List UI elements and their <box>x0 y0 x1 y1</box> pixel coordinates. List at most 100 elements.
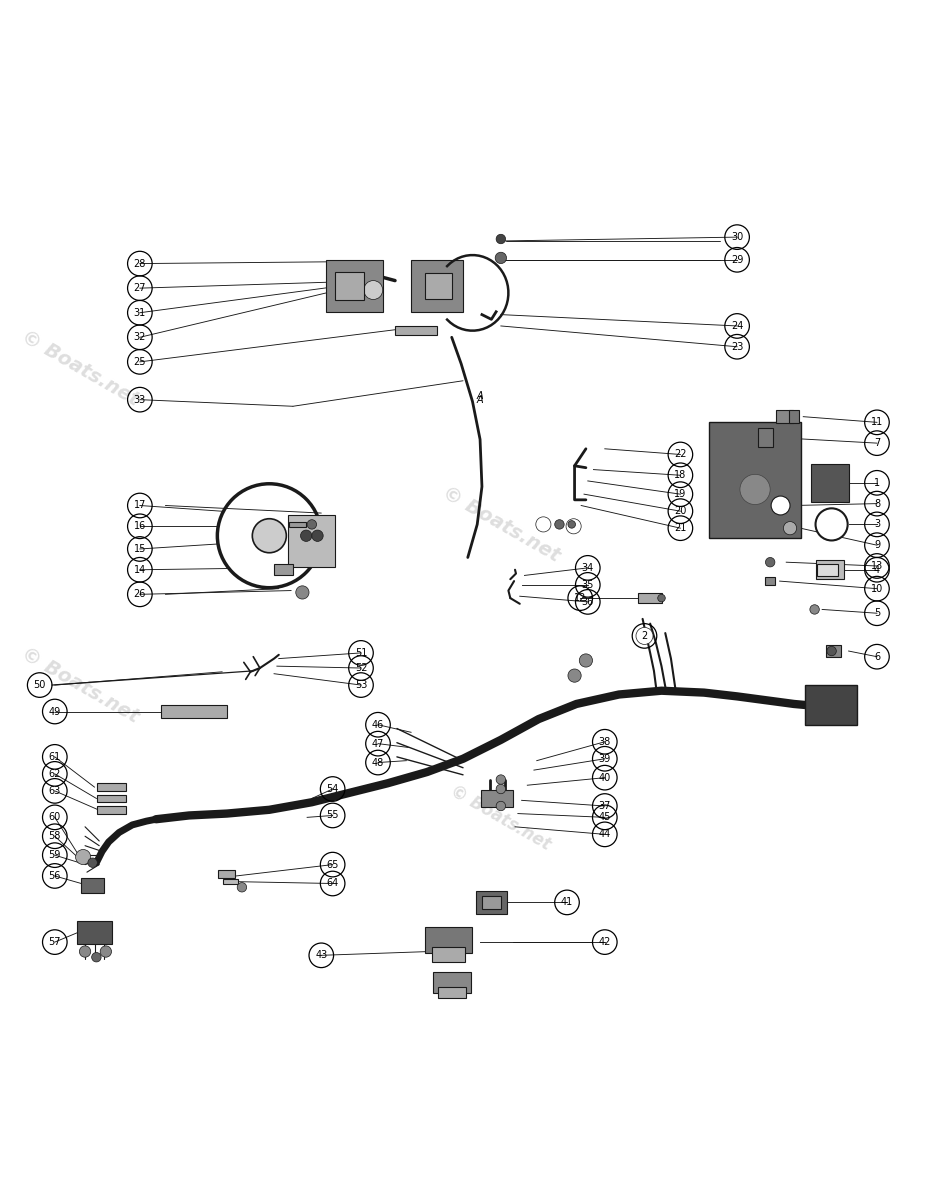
Text: 15: 15 <box>133 544 146 554</box>
Bar <box>757 428 772 446</box>
Text: 13: 13 <box>870 560 882 571</box>
Circle shape <box>783 522 796 535</box>
Text: 25: 25 <box>133 356 146 367</box>
Bar <box>804 685 856 725</box>
Text: 33: 33 <box>134 395 145 404</box>
Circle shape <box>300 530 312 541</box>
Text: 20: 20 <box>673 506 686 516</box>
Text: 4: 4 <box>873 565 879 575</box>
Text: 46: 46 <box>372 720 383 730</box>
Bar <box>160 706 227 718</box>
Text: 43: 43 <box>315 950 327 960</box>
Bar <box>825 646 840 656</box>
Text: 51: 51 <box>354 648 367 658</box>
Circle shape <box>237 882 246 892</box>
Circle shape <box>565 518 581 534</box>
Text: A: A <box>476 391 483 401</box>
Text: 3: 3 <box>873 520 879 529</box>
Text: 59: 59 <box>48 850 61 860</box>
Circle shape <box>826 647 835 655</box>
Text: 32: 32 <box>133 332 146 342</box>
Text: 39: 39 <box>598 754 610 763</box>
Text: 61: 61 <box>49 752 60 762</box>
Text: 38: 38 <box>598 737 610 746</box>
Text: 8: 8 <box>873 499 879 509</box>
Bar <box>476 892 506 913</box>
Bar <box>638 593 661 602</box>
Circle shape <box>496 785 505 793</box>
Circle shape <box>809 605 818 614</box>
Circle shape <box>579 654 592 667</box>
Text: 21: 21 <box>673 523 686 533</box>
Text: 17: 17 <box>133 500 146 510</box>
Bar <box>274 564 293 576</box>
Text: 1: 1 <box>873 478 879 488</box>
Text: 50: 50 <box>33 680 46 690</box>
Text: 9: 9 <box>873 540 879 550</box>
Text: 48: 48 <box>372 757 383 768</box>
Text: 34: 34 <box>582 563 593 572</box>
Bar <box>335 272 363 300</box>
Text: 18: 18 <box>674 470 685 480</box>
Circle shape <box>307 520 316 529</box>
Text: 28: 28 <box>133 258 146 269</box>
Bar <box>218 870 235 878</box>
Bar <box>431 947 464 962</box>
Bar <box>410 260 462 312</box>
Bar <box>395 326 436 335</box>
Circle shape <box>100 946 111 958</box>
Bar <box>765 577 774 586</box>
Text: 2: 2 <box>641 631 647 641</box>
Text: 44: 44 <box>598 829 610 839</box>
Text: 63: 63 <box>49 786 60 796</box>
Text: © Boats.net: © Boats.net <box>438 484 563 565</box>
Text: 11: 11 <box>870 418 882 427</box>
Text: 36: 36 <box>582 596 593 607</box>
Text: 31: 31 <box>134 307 145 318</box>
Circle shape <box>79 946 91 958</box>
Bar <box>326 260 382 312</box>
Text: 12: 12 <box>573 593 586 604</box>
Text: 62: 62 <box>48 769 61 779</box>
Circle shape <box>92 953 101 962</box>
Bar <box>437 986 465 998</box>
Text: 30: 30 <box>731 232 742 242</box>
Circle shape <box>554 520 564 529</box>
Bar <box>97 806 126 814</box>
Circle shape <box>765 558 774 566</box>
Text: 27: 27 <box>133 283 146 293</box>
Circle shape <box>815 509 847 540</box>
Text: 10: 10 <box>870 583 882 594</box>
Bar <box>425 926 472 954</box>
Text: 58: 58 <box>48 832 61 841</box>
Bar <box>81 878 104 893</box>
Circle shape <box>567 521 575 528</box>
Text: 35: 35 <box>581 580 594 590</box>
Bar <box>481 895 500 910</box>
Text: 22: 22 <box>673 450 686 460</box>
Circle shape <box>312 530 323 541</box>
Circle shape <box>363 281 382 300</box>
Bar <box>289 522 306 527</box>
Bar <box>480 790 513 806</box>
Bar <box>425 274 451 300</box>
Text: 40: 40 <box>598 773 610 782</box>
Circle shape <box>770 496 789 515</box>
Circle shape <box>252 518 286 553</box>
Text: © Boats.net: © Boats.net <box>18 328 143 410</box>
Text: 47: 47 <box>371 739 384 749</box>
Circle shape <box>739 474 769 504</box>
Text: 24: 24 <box>730 320 743 331</box>
Bar <box>97 784 126 791</box>
Text: 41: 41 <box>561 898 572 907</box>
Text: 45: 45 <box>598 812 611 822</box>
Text: 26: 26 <box>133 589 146 599</box>
Circle shape <box>295 586 309 599</box>
Circle shape <box>635 628 652 644</box>
Text: 5: 5 <box>873 608 879 618</box>
Text: © Boats.net: © Boats.net <box>18 643 143 726</box>
Bar <box>288 516 335 568</box>
Circle shape <box>567 668 581 683</box>
Circle shape <box>217 484 321 588</box>
Bar <box>708 422 801 538</box>
